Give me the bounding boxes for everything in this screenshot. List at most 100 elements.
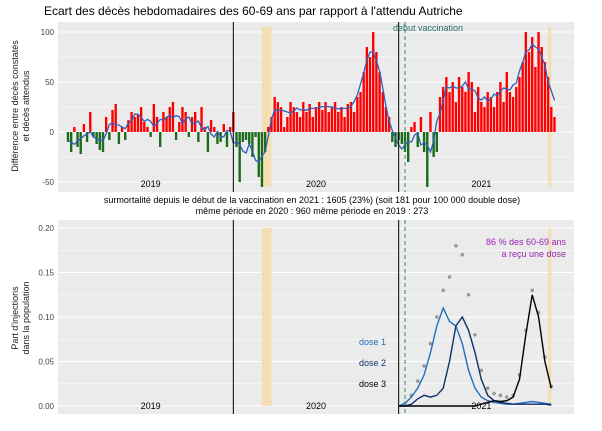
- legend-dose-1: dose 1: [359, 337, 386, 347]
- deviation-bar: [352, 112, 356, 132]
- deviation-bar: [473, 112, 477, 132]
- deviation-bar: [193, 112, 197, 132]
- deviation-bar: [400, 132, 404, 144]
- dose-line-2: [398, 315, 552, 407]
- total-injection-point: [428, 341, 433, 346]
- total-injection-point: [435, 315, 439, 319]
- deviation-bar: [108, 132, 111, 140]
- deviation-bar: [225, 132, 229, 147]
- deviation-bar: [168, 107, 171, 132]
- deviation-bar: [413, 122, 416, 132]
- deviation-bar: [457, 77, 461, 132]
- bottom-y-tick-label: 0.05: [38, 358, 54, 367]
- top-y-tick-label: 50: [45, 78, 54, 87]
- total-injection-point: [485, 386, 490, 391]
- deviation-bar: [537, 32, 540, 132]
- deviation-bar: [476, 87, 480, 132]
- deviation-bar: [553, 117, 556, 132]
- deviation-bar: [263, 132, 267, 152]
- deviation-bar: [187, 132, 191, 137]
- bottom-grid: [58, 227, 574, 407]
- bottom-y-axis-label-line2: dans la population: [21, 281, 31, 354]
- top-year-label: 2019: [141, 179, 161, 189]
- highlight-band: [548, 27, 552, 187]
- deviation-bar: [85, 132, 89, 142]
- deviation-bar: [114, 104, 117, 132]
- deviation-bar: [467, 72, 470, 132]
- coverage-note-line1: 86 % des 60-69 ans: [486, 237, 567, 247]
- deviation-bar: [362, 72, 365, 132]
- coverage-note-line2: a reçu une dose: [501, 249, 566, 259]
- deviation-bar: [98, 132, 101, 150]
- top-y-ticks: 100 50 0 -50: [41, 28, 55, 187]
- deviation-bar: [181, 107, 184, 132]
- bottom-panel: 0.20 0.15 0.10 0.05 0.00 2019 2020 2021 dose 1…: [10, 220, 574, 414]
- deviation-bar: [222, 124, 225, 132]
- top-y-tick-label: 100: [41, 28, 55, 37]
- deviation-bar: [451, 82, 454, 132]
- deviation-bar: [410, 127, 413, 132]
- deviation-bar: [343, 117, 346, 132]
- deviation-bar: [139, 107, 143, 132]
- highlight-band: [261, 27, 272, 187]
- deviation-bar: [289, 102, 292, 132]
- deviation-bar: [429, 112, 432, 132]
- total-injection-point: [422, 364, 426, 368]
- deviation-bar: [461, 87, 464, 132]
- deviation-bar: [273, 97, 276, 132]
- deviation-bar: [89, 112, 92, 132]
- deviation-bar: [127, 120, 130, 132]
- deviation-bar: [165, 117, 168, 132]
- deviation-bar: [286, 117, 289, 132]
- deviation-bar: [464, 92, 467, 132]
- deviation-bar: [422, 132, 426, 152]
- chart-title: Ecart des décès hebdomadaires des 60-69 …: [44, 4, 463, 18]
- deviation-bar: [381, 92, 384, 132]
- deviation-bar: [359, 92, 362, 132]
- deviation-bar: [213, 127, 216, 132]
- bottom-highlight-bands: [261, 228, 552, 406]
- deviation-bar: [254, 132, 257, 137]
- deviation-bar: [76, 132, 79, 147]
- deviation-bar: [174, 132, 178, 140]
- deviation-bar: [502, 102, 505, 132]
- deviation-bar: [333, 102, 337, 132]
- bottom-year-label: 2019: [141, 401, 161, 411]
- smoothed-deviation-line: [67, 42, 556, 163]
- dose-line-1: [398, 306, 552, 407]
- bottom-y-tick-label: 0.00: [38, 402, 54, 411]
- deviation-bar: [407, 132, 410, 162]
- legend-dose-2: dose 2: [359, 358, 386, 368]
- deviation-bar: [143, 122, 146, 132]
- top-year-labels: 2019 2020 2021: [141, 179, 492, 189]
- total-injection-point: [504, 395, 509, 399]
- deviation-bar: [317, 102, 321, 132]
- top-y-axis-label-line1: Différence entre décès constatés: [10, 40, 20, 172]
- deviation-bar: [419, 117, 423, 132]
- deviation-bar: [305, 112, 308, 132]
- deviation-bar: [209, 120, 213, 132]
- bottom-year-label: 2020: [306, 401, 326, 411]
- deviation-bar: [314, 107, 318, 132]
- deviation-bar: [133, 117, 136, 132]
- deviation-bar: [426, 132, 429, 187]
- deviation-bar: [349, 102, 353, 132]
- deviation-bar: [327, 112, 330, 132]
- deviation-bar: [244, 132, 248, 140]
- deviation-bar: [508, 92, 512, 132]
- top-year-label: 2020: [306, 179, 326, 189]
- bottom-y-tick-label: 0.20: [38, 224, 54, 233]
- deviation-bar: [448, 92, 451, 132]
- deviation-bar: [515, 87, 518, 132]
- deviation-bar: [159, 132, 162, 147]
- deviation-bar: [120, 127, 124, 132]
- bottom-y-ticks: 0.20 0.15 0.10 0.05 0.00: [38, 224, 54, 411]
- bottom-year-label: 2021: [471, 401, 491, 411]
- deviation-bar: [73, 127, 76, 132]
- top-y-tick-label: -50: [42, 178, 54, 187]
- vaccination-start-annotation: debut vaccination: [393, 23, 463, 33]
- top-year-label: 2021: [471, 179, 491, 189]
- deviation-bar: [228, 127, 232, 132]
- deviation-bar: [292, 107, 295, 132]
- deviation-bar: [356, 97, 359, 132]
